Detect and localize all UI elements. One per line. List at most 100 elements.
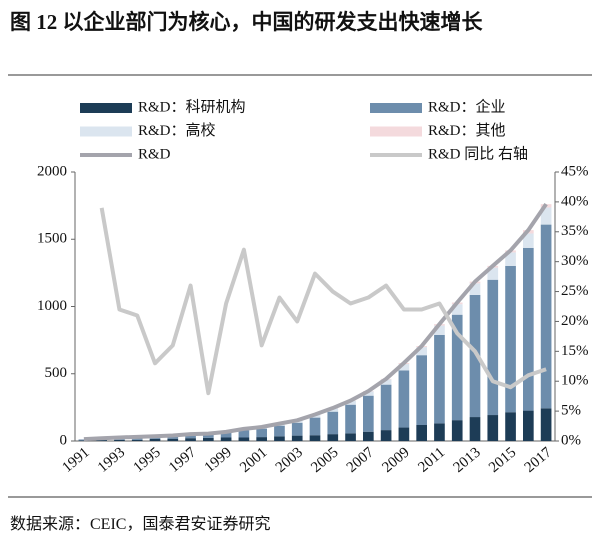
y-tick-label: 2000 [37, 163, 67, 179]
bar [363, 391, 374, 396]
bar [274, 436, 285, 441]
x-tick-label: 1991 [59, 444, 92, 476]
bar [487, 415, 499, 441]
bar [363, 431, 374, 441]
bar [327, 434, 339, 441]
y2-tick-label: 10% [561, 373, 589, 389]
bar [505, 252, 516, 266]
bar [131, 439, 143, 441]
bar [540, 224, 552, 409]
bar [398, 370, 410, 428]
line [83, 203, 548, 442]
bar [238, 437, 250, 441]
bar [487, 279, 499, 416]
y2-tick-label: 5% [561, 403, 581, 419]
legend-label: R&D：其他 [428, 122, 506, 139]
bar [505, 412, 516, 441]
bar [451, 304, 463, 315]
bar [416, 347, 427, 356]
y2-tick-label: 45% [561, 163, 589, 179]
bar [363, 395, 374, 432]
bar [451, 420, 463, 441]
x-tick-label: 1995 [131, 444, 164, 476]
bar [434, 334, 445, 424]
bar [540, 408, 552, 441]
x-tick-label: 2003 [273, 444, 306, 476]
x-tick-label: 1993 [95, 444, 128, 476]
bar [327, 411, 339, 435]
bar [238, 430, 250, 438]
y-tick-label: 500 [45, 365, 68, 381]
bar [256, 437, 267, 441]
legend-swatch [370, 126, 422, 137]
bar [416, 355, 427, 425]
bar [540, 207, 552, 225]
bar [220, 437, 232, 441]
bar [345, 404, 356, 434]
bar [523, 410, 534, 441]
y2-tick-label: 0% [561, 432, 581, 448]
bar [78, 439, 90, 441]
bar [185, 438, 196, 441]
source: 数据来源：CEIC，国泰君安证券研究 [10, 516, 271, 533]
bar [523, 233, 534, 248]
x-tick-label: 2017 [522, 444, 556, 476]
bar [291, 422, 303, 436]
bar [203, 437, 214, 441]
x-tick-label: 1999 [202, 444, 235, 476]
bar [149, 438, 161, 441]
bar [380, 384, 392, 431]
chart-title: 图 12 以企业部门为核心，中国的研发支出快速增长 [10, 10, 483, 34]
y2-tick-label: 15% [561, 343, 589, 359]
bar [167, 436, 179, 439]
bar [167, 438, 179, 441]
bar [434, 325, 445, 335]
y2-tick-label: 30% [561, 253, 589, 269]
legend-label: R&D：科研机构 [138, 98, 246, 115]
bar [220, 432, 232, 438]
x-tick-label: 1997 [166, 444, 200, 476]
legend-label: R&D：高校 [138, 122, 216, 139]
bar [451, 314, 463, 421]
bar [523, 247, 534, 411]
bar [469, 283, 481, 295]
bar [487, 267, 499, 280]
y2-tick-label: 20% [561, 313, 589, 329]
x-tick-label: 2005 [308, 444, 341, 476]
x-tick-label: 2009 [379, 444, 412, 476]
legend-swatch [370, 103, 422, 113]
bar [398, 364, 410, 371]
y2-tick-label: 35% [561, 223, 589, 239]
x-tick-label: 2015 [486, 444, 519, 476]
x-tick-label: 2001 [237, 444, 270, 476]
y-tick-label: 1500 [37, 231, 67, 247]
bar [309, 417, 321, 436]
bar [274, 425, 285, 437]
legend-swatch [80, 126, 132, 137]
bar [469, 294, 481, 418]
bar [114, 439, 125, 441]
bar [380, 379, 392, 385]
legend-label: R&D：企业 [428, 97, 506, 115]
bar [345, 433, 356, 441]
bar [416, 424, 427, 441]
bar [291, 435, 303, 441]
bar [256, 428, 267, 438]
x-tick-label: 2007 [344, 444, 378, 476]
bar [505, 265, 516, 413]
x-tick-label: 2013 [451, 444, 484, 476]
line [99, 207, 547, 396]
bar [380, 430, 392, 441]
y-tick-label: 1000 [37, 298, 67, 314]
legend-label: R&D [138, 146, 171, 162]
bar [434, 423, 445, 441]
bar [78, 440, 90, 441]
y2-tick-label: 40% [561, 193, 589, 209]
legend-swatch [80, 103, 132, 113]
y2-tick-label: 25% [561, 283, 589, 299]
bar [469, 417, 481, 441]
bar [96, 440, 107, 441]
bar [309, 435, 321, 441]
